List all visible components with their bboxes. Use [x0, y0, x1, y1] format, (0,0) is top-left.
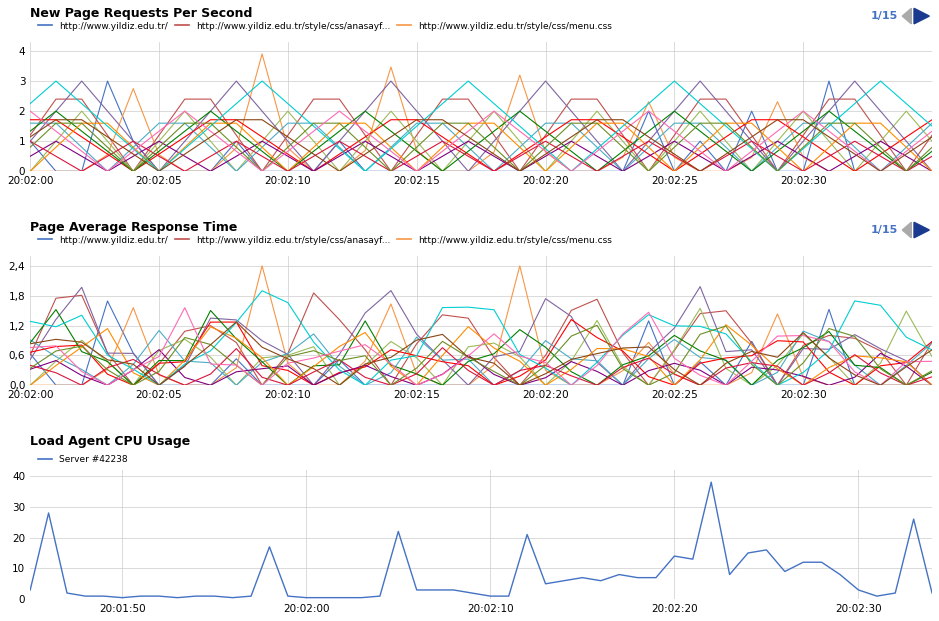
- Polygon shape: [902, 8, 912, 24]
- Polygon shape: [914, 222, 930, 238]
- Legend: Server #42238: Server #42238: [35, 451, 131, 467]
- Text: 1/15: 1/15: [870, 225, 898, 235]
- Legend: http://www.yildiz.edu.tr/, http://www.yildiz.edu.tr/style/css/anasayf..., http:/: http://www.yildiz.edu.tr/, http://www.yi…: [35, 18, 616, 34]
- Polygon shape: [902, 222, 912, 238]
- Text: New Page Requests Per Second: New Page Requests Per Second: [30, 7, 253, 20]
- Text: Load Agent CPU Usage: Load Agent CPU Usage: [30, 435, 191, 448]
- Text: 1/15: 1/15: [870, 11, 898, 21]
- Polygon shape: [914, 8, 930, 24]
- Text: Page Average Response Time: Page Average Response Time: [30, 221, 238, 234]
- Legend: http://www.yildiz.edu.tr/, http://www.yildiz.edu.tr/style/css/anasayf..., http:/: http://www.yildiz.edu.tr/, http://www.yi…: [35, 232, 616, 248]
